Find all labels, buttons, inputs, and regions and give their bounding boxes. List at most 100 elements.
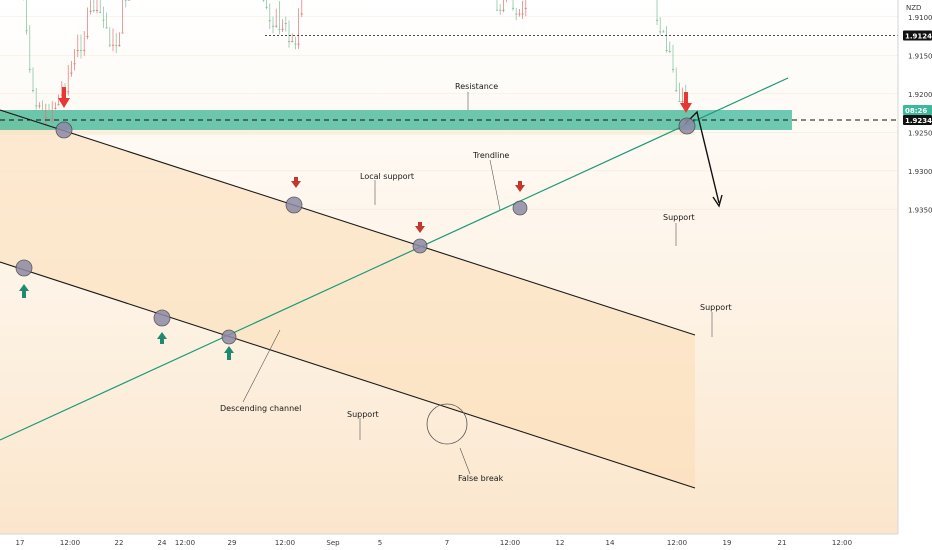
candle	[89, 0, 92, 15]
annotation-false-break: False break	[458, 474, 504, 483]
candle	[678, 82, 681, 102]
x-tick-label: 12:00	[175, 539, 195, 547]
up-arrow-icon	[157, 332, 167, 344]
candle	[127, 0, 131, 1]
candle	[291, 33, 294, 43]
price-tags: 1.9234008:261.912431.906751.895161.88147	[903, 30, 932, 125]
candle	[60, 81, 63, 102]
x-tick-label: 5	[378, 539, 382, 547]
candle	[284, 16, 287, 32]
y-tick-label: 1.91500	[908, 52, 932, 60]
candle	[681, 87, 684, 105]
candle	[25, 0, 28, 35]
x-tick-label: 24	[158, 539, 167, 547]
annotation-descending-channel: Descending channel	[220, 404, 301, 413]
y-axis-ticks: 1.93500 1.93000 1.92500 1.92000 1.91500 1.910…	[908, 14, 932, 215]
price-tag: 08:26	[903, 104, 932, 115]
x-tick-label: 12:00	[667, 539, 687, 547]
y-tick-label: 1.93000	[908, 168, 932, 176]
candle	[515, 7, 518, 21]
candle	[262, 0, 265, 2]
candle	[108, 27, 111, 48]
x-tick-label: 22	[115, 539, 124, 547]
x-tick-label: Sep	[326, 539, 340, 547]
candle	[102, 6, 105, 28]
candle	[495, 0, 499, 11]
candle	[31, 67, 35, 93]
touch-points	[15, 117, 696, 445]
candle	[655, 0, 659, 26]
candle	[54, 102, 57, 110]
up-arrow-icon	[19, 284, 29, 298]
x-tick-label: 12:00	[275, 539, 295, 547]
y-tick-label: 1.91000	[908, 14, 932, 22]
candle	[662, 29, 665, 33]
annotation-local-support: Local support	[360, 172, 414, 181]
x-tick-label: 29	[228, 539, 237, 547]
price-tag-label: 1.91243	[905, 32, 932, 40]
candle	[118, 32, 121, 47]
candle	[105, 12, 108, 29]
down-arrow-icon	[415, 222, 425, 233]
false-break-circle	[426, 403, 468, 445]
price-tag-label: 08:26	[905, 107, 927, 115]
candle	[665, 26, 668, 53]
candle	[111, 28, 115, 52]
descending-channel-fill	[0, 110, 695, 488]
annotation-resistance: Resistance	[455, 82, 498, 91]
candle	[95, 0, 99, 14]
touch-circle	[512, 200, 528, 216]
candle	[297, 8, 300, 49]
channel-upper-line	[0, 109, 696, 336]
candle	[300, 0, 303, 18]
candle	[281, 19, 284, 33]
touch-circle	[412, 238, 428, 254]
candle	[76, 34, 79, 58]
down-arrow-icon	[291, 177, 301, 188]
x-tick-label: 19	[723, 539, 732, 547]
candle	[124, 0, 127, 8]
candle	[271, 16, 275, 34]
candle	[57, 94, 60, 106]
x-tick-label: 14	[606, 539, 615, 547]
candle	[121, 0, 124, 34]
candle	[41, 100, 44, 121]
projection-arrow-head	[712, 194, 723, 208]
touch-circle	[15, 259, 33, 277]
currency-label: NZD	[906, 4, 921, 12]
y-tick-label: 1.93500	[908, 206, 932, 214]
down-arrow-icon	[515, 181, 525, 192]
candle	[38, 102, 41, 109]
down-arrow-icon	[680, 92, 692, 113]
candle	[524, 0, 527, 17]
up-arrow-icon	[224, 346, 234, 360]
signal-arrows	[19, 87, 692, 360]
candle	[278, 1, 281, 35]
annotation-support: Support	[347, 410, 379, 419]
candle	[668, 41, 671, 54]
annotation-pointers	[242, 92, 713, 475]
candle	[275, 8, 278, 28]
candle	[502, 0, 505, 13]
candle	[35, 87, 38, 110]
candle	[83, 31, 86, 56]
trendline	[0, 77, 789, 441]
x-tick-label: 12:00	[832, 539, 852, 547]
channel-lower-line	[0, 261, 696, 489]
candle	[67, 64, 70, 96]
candle	[51, 101, 54, 124]
candle	[28, 25, 31, 73]
annotation-support: Support	[663, 213, 695, 222]
x-tick-label: 21	[778, 539, 787, 547]
candle	[92, 0, 95, 13]
x-axis-ticks: 17 12:00 22 24 12:00 29 12:00 Sep 5 7 12:00 12 14 12:…	[16, 539, 853, 547]
candle	[671, 44, 675, 73]
candle	[499, 4, 502, 16]
levels	[0, 35, 898, 121]
candle	[511, 0, 515, 11]
x-tick-label: 7	[445, 539, 449, 547]
